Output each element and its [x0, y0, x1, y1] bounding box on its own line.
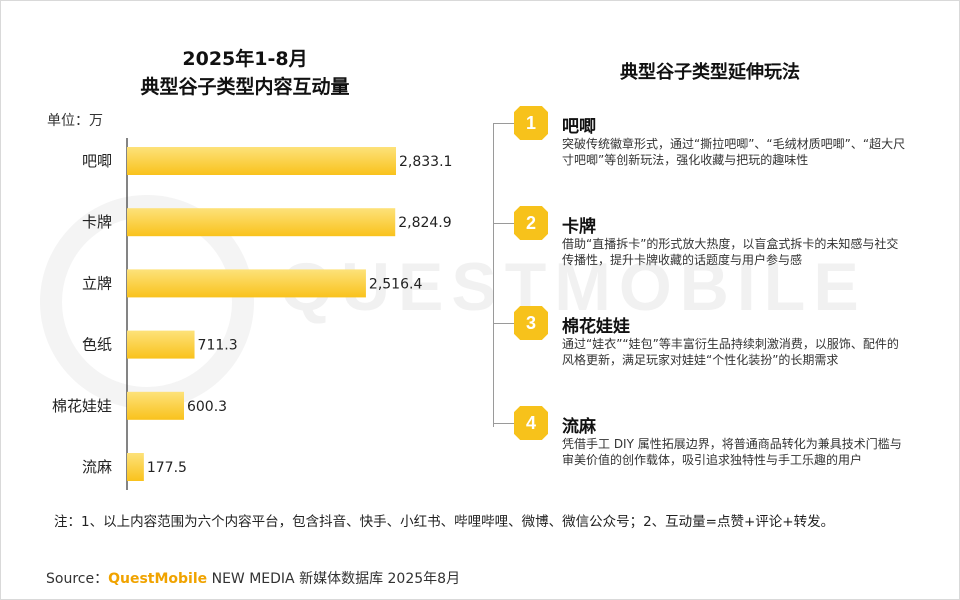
item-desc-2: 通过“娃衣”“娃包”等丰富衍生品持续刺激消费，以服饰、配件的风格更新，满足玩家对… [562, 337, 899, 367]
number-badge-1: 2 [514, 206, 548, 240]
category-label-0: 吧唧 [82, 152, 112, 170]
item-title-1: 卡牌 [562, 217, 596, 237]
connector-1 [493, 223, 515, 224]
category-label-2: 立牌 [82, 274, 112, 292]
item-desc-3: 凭借手工 DIY 属性拓展边界，将普通商品转化为兼具技术门槛与审美价值的创作载体… [562, 437, 902, 467]
item-title-2: 棉花娃娃 [562, 317, 630, 337]
unit-label: 单位：万 [47, 113, 103, 129]
bar-chart: 吧唧 2,833.1 卡牌 2,824.9 立牌 2,516.4 色纸 711.3 棉花娃娃 60… [52, 138, 452, 490]
source-prefix: Source： [46, 571, 109, 587]
item-desc-0: 突破传统徽章形式，通过“撕拉吧唧”、“毛绒材质吧唧”、“超大尺寸吧唧”等创新玩法… [562, 137, 906, 167]
source-brand: QuestMobile [108, 571, 208, 587]
chart-title-line2: 典型谷子类型内容互动量 [140, 76, 350, 98]
number-badge-3: 4 [514, 406, 548, 440]
watermark-text: QUESTMOBILE [280, 249, 867, 325]
bar-2 [127, 269, 366, 298]
bar-5 [127, 453, 144, 481]
connector-0 [493, 123, 515, 124]
number-badge-0: 1 [514, 106, 548, 140]
footnote: 注：1、以上内容范围为六个内容平台，包含抖音、快手、小红书、哔哩哔哩、微博、微信… [54, 514, 835, 530]
value-label-1: 2,824.9 [398, 215, 451, 231]
value-label-3: 711.3 [198, 338, 238, 354]
chart-title-line1: 2025年1-8月 [182, 48, 308, 70]
value-label-2: 2,516.4 [369, 276, 423, 292]
number-badge-2: 3 [514, 306, 548, 340]
category-label-3: 色纸 [82, 336, 112, 354]
source-rest: NEW MEDIA 新媒体数据库 2025年8月 [207, 571, 461, 587]
right-panel-title: 典型谷子类型延伸玩法 [620, 62, 800, 83]
item-title-3: 流麻 [562, 417, 596, 437]
connector-2 [493, 323, 515, 324]
item-title-0: 吧唧 [562, 117, 596, 137]
value-label-4: 600.3 [187, 399, 227, 415]
category-label-5: 流麻 [82, 458, 112, 476]
bracket-line [493, 123, 494, 427]
bar-3 [127, 330, 195, 359]
item-desc-1: 借助“直播拆卡”的形式放大热度，以盲盒式拆卡的未知感与社交传播性，提升卡牌收藏的… [562, 237, 899, 267]
source-line: Source：QuestMobile NEW MEDIA 新媒体数据库 2025… [46, 568, 460, 588]
value-label-0: 2,833.1 [399, 154, 452, 170]
bar-0 [127, 147, 396, 175]
connector-3 [493, 423, 515, 424]
value-label-5: 177.5 [147, 460, 187, 476]
bar-1 [127, 208, 396, 237]
bar-4 [127, 391, 184, 420]
category-label-4: 棉花娃娃 [52, 397, 112, 415]
category-label-1: 卡牌 [82, 213, 112, 231]
